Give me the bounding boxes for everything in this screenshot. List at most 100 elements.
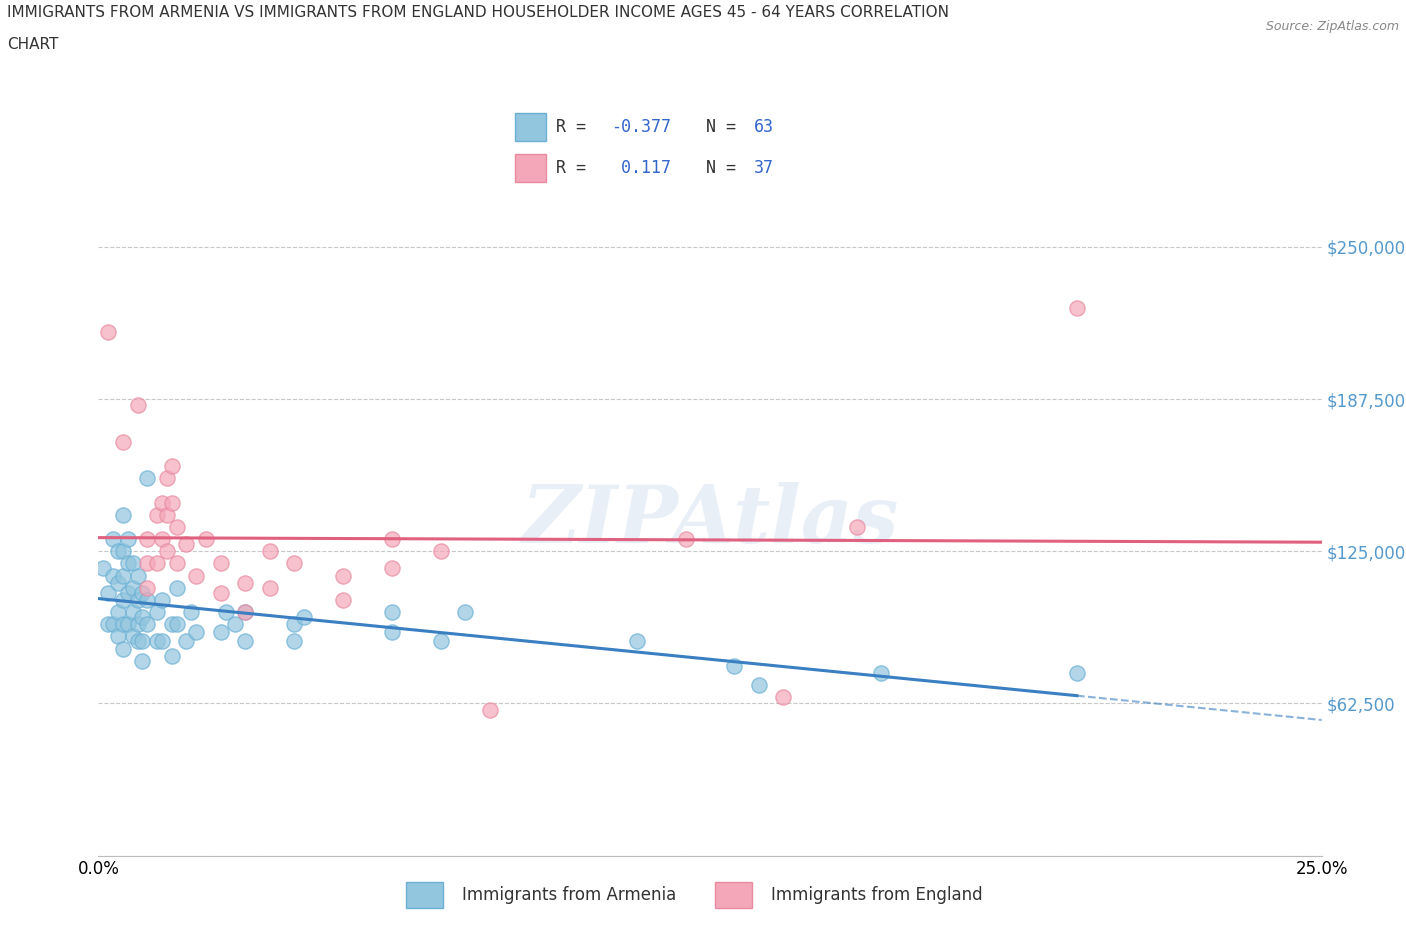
Point	[160, 648, 183, 663]
Point	[160, 617, 183, 631]
Point	[107, 576, 129, 591]
Point	[117, 617, 139, 631]
Point	[259, 544, 281, 559]
Text: CHART: CHART	[7, 37, 59, 52]
Point	[381, 624, 404, 639]
Point	[127, 592, 149, 607]
Text: -0.377: -0.377	[612, 118, 671, 136]
Point	[150, 592, 173, 607]
Point	[186, 624, 208, 639]
Point	[233, 634, 256, 649]
FancyBboxPatch shape	[716, 883, 752, 908]
Point	[97, 325, 120, 339]
Point	[127, 617, 149, 631]
Point	[845, 520, 868, 535]
Point	[381, 604, 404, 619]
Point	[136, 580, 159, 595]
Point	[283, 556, 305, 571]
Point	[101, 568, 124, 583]
Point	[107, 604, 129, 619]
Point	[146, 556, 169, 571]
Point	[209, 585, 232, 600]
Point	[111, 568, 134, 583]
Text: 63: 63	[754, 118, 773, 136]
Point	[1066, 300, 1088, 315]
Point	[146, 507, 169, 522]
Point	[156, 471, 179, 485]
Point	[259, 580, 281, 595]
Point	[136, 556, 159, 571]
Point	[117, 585, 139, 600]
Point	[97, 617, 120, 631]
Point	[150, 634, 173, 649]
Point	[131, 609, 153, 624]
Point	[136, 471, 159, 485]
Point	[626, 634, 648, 649]
Point	[111, 617, 134, 631]
Point	[111, 507, 134, 522]
Point	[111, 544, 134, 559]
Point	[748, 678, 770, 693]
Point	[160, 495, 183, 510]
Point	[121, 629, 143, 644]
Point	[166, 556, 188, 571]
Text: R =: R =	[555, 159, 596, 177]
Point	[111, 592, 134, 607]
Point	[111, 641, 134, 656]
Point	[160, 458, 183, 473]
Point	[127, 398, 149, 413]
Point	[166, 520, 188, 535]
Point	[675, 532, 697, 547]
Point	[156, 544, 179, 559]
Point	[186, 568, 208, 583]
Text: Immigrants from England: Immigrants from England	[770, 886, 983, 904]
Point	[292, 609, 315, 624]
Point	[209, 556, 232, 571]
Point	[111, 434, 134, 449]
Point	[233, 576, 256, 591]
Point	[146, 604, 169, 619]
FancyBboxPatch shape	[516, 153, 547, 182]
Point	[127, 634, 149, 649]
Point	[224, 617, 246, 631]
Point	[454, 604, 477, 619]
Point	[97, 585, 120, 600]
Point	[233, 604, 256, 619]
Text: Source: ZipAtlas.com: Source: ZipAtlas.com	[1265, 20, 1399, 33]
Text: N =: N =	[686, 118, 745, 136]
Point	[101, 532, 124, 547]
Point	[381, 532, 404, 547]
FancyBboxPatch shape	[516, 113, 547, 141]
Text: 0.117: 0.117	[612, 159, 671, 177]
Point	[107, 544, 129, 559]
Point	[283, 634, 305, 649]
Text: Immigrants from Armenia: Immigrants from Armenia	[461, 886, 676, 904]
Point	[381, 561, 404, 576]
Point	[166, 617, 188, 631]
Point	[723, 658, 745, 673]
Point	[121, 556, 143, 571]
Text: R =: R =	[555, 118, 596, 136]
Point	[127, 568, 149, 583]
FancyBboxPatch shape	[406, 883, 443, 908]
Point	[870, 666, 893, 681]
Point	[332, 568, 354, 583]
Point	[283, 617, 305, 631]
Text: N =: N =	[686, 159, 745, 177]
Point	[131, 654, 153, 669]
Point	[91, 561, 114, 576]
Point	[180, 604, 202, 619]
Point	[121, 580, 143, 595]
Point	[214, 604, 236, 619]
Point	[136, 617, 159, 631]
Point	[131, 585, 153, 600]
Text: 37: 37	[754, 159, 773, 177]
Point	[772, 690, 794, 705]
Point	[195, 532, 218, 547]
Point	[136, 592, 159, 607]
Point	[136, 532, 159, 547]
Point	[156, 507, 179, 522]
Point	[430, 634, 453, 649]
Point	[131, 634, 153, 649]
Point	[1066, 666, 1088, 681]
